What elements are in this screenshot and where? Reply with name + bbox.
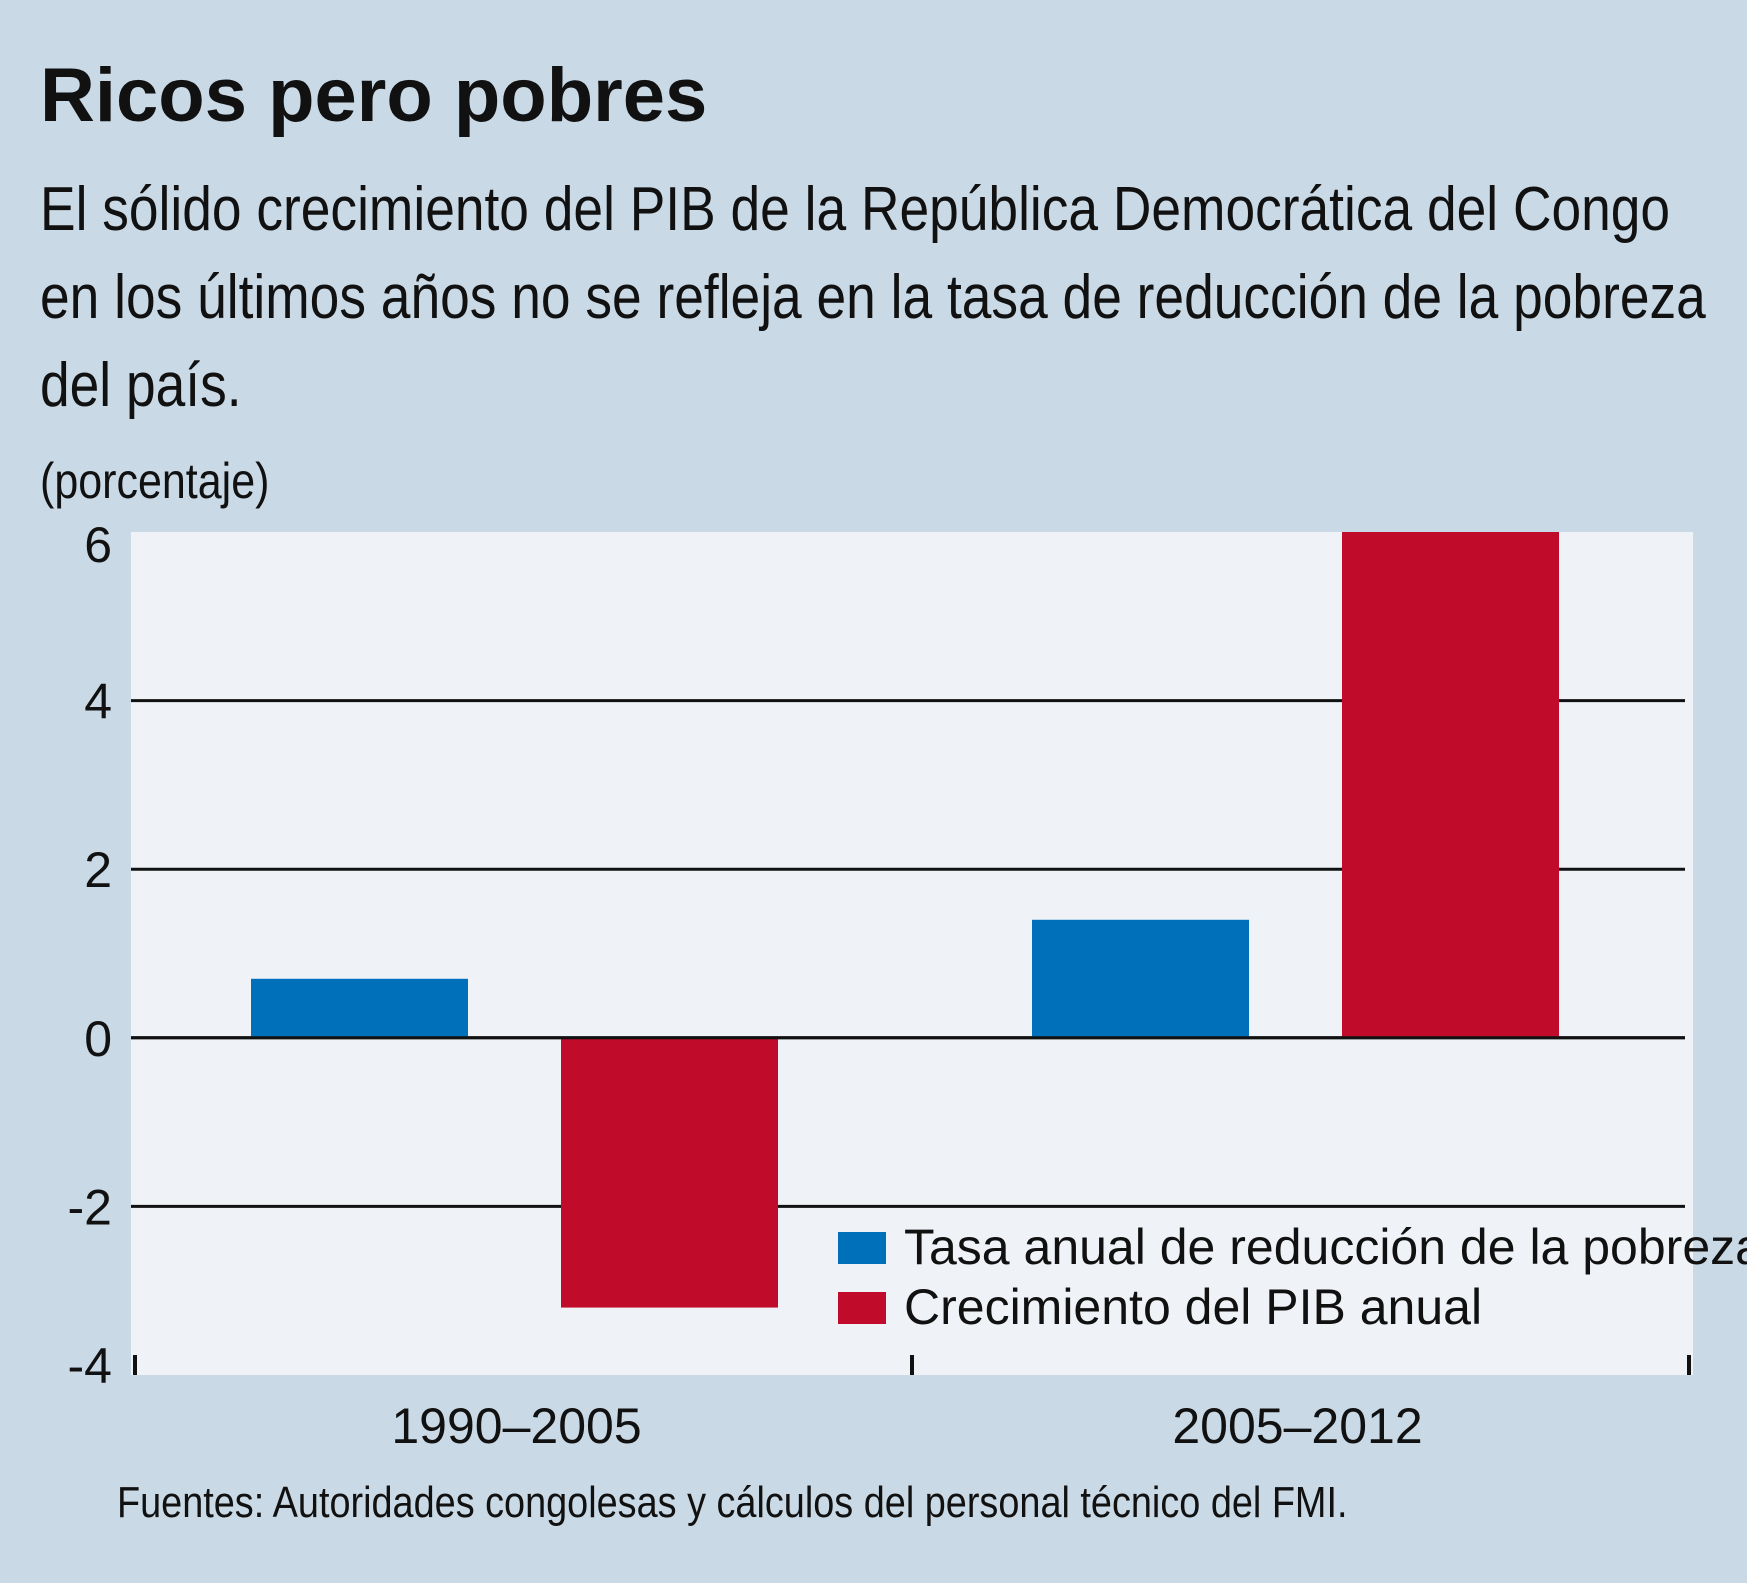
legend-swatch [838, 1232, 886, 1264]
bar-gdp-growth-0 [561, 1037, 778, 1308]
y-tick-label: 2 [84, 842, 112, 898]
y-unit-label: (porcentaje) [40, 453, 270, 509]
y-tick-label: -4 [68, 1338, 112, 1394]
chart-title: Ricos pero pobres [40, 53, 708, 138]
source-note: Fuentes: Autoridades congolesas y cálcul… [117, 1478, 1348, 1527]
legend-swatch [838, 1292, 886, 1324]
y-tick-label: 4 [84, 674, 112, 730]
bar-gdp-growth-1 [1342, 532, 1559, 1038]
chart-subtitle: El sólido crecimiento del PIB de la Repú… [40, 175, 1706, 420]
legend-label: Tasa anual de reducción de la pobreza [904, 1219, 1747, 1275]
y-tick-label: -2 [68, 1179, 112, 1235]
x-category-label: 1990–2005 [391, 1398, 641, 1454]
y-tick-label: 6 [84, 517, 112, 573]
y-tick-label: 0 [84, 1011, 112, 1067]
bar-poverty-reduction-1 [1032, 919, 1249, 1038]
bar-poverty-reduction-0 [251, 978, 468, 1038]
legend-label: Crecimiento del PIB anual [904, 1279, 1482, 1335]
x-category-label: 2005–2012 [1172, 1398, 1422, 1454]
